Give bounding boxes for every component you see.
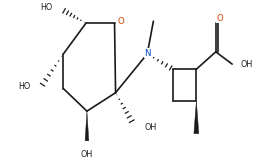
Polygon shape bbox=[194, 101, 199, 134]
Text: HO: HO bbox=[40, 3, 53, 12]
Text: HO: HO bbox=[18, 82, 31, 91]
Text: OH: OH bbox=[81, 150, 93, 159]
Text: N: N bbox=[144, 49, 151, 58]
Text: O: O bbox=[118, 17, 124, 26]
Text: OH: OH bbox=[241, 60, 253, 69]
Text: OH: OH bbox=[144, 123, 156, 132]
Polygon shape bbox=[85, 111, 89, 141]
Text: O: O bbox=[216, 14, 223, 23]
